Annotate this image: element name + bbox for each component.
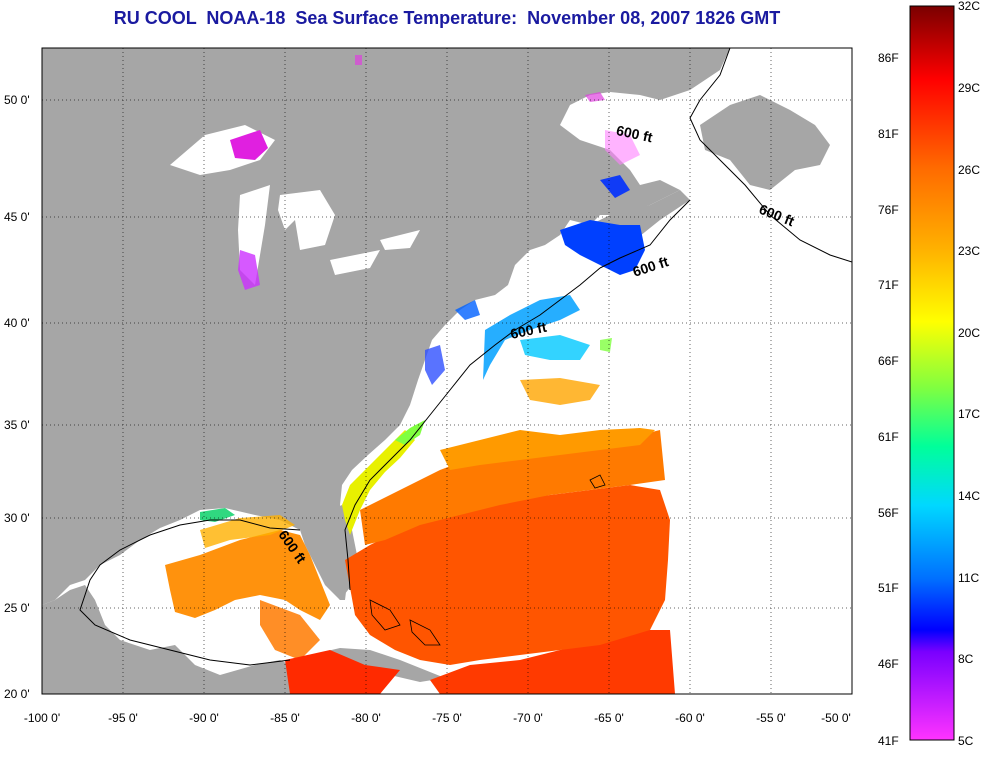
lat-tick-label: 40 0' bbox=[4, 316, 30, 330]
grid-lines bbox=[42, 48, 852, 694]
lat-tick-label: 30 0' bbox=[4, 511, 30, 525]
contour-label-georges-bank: 600 ft bbox=[509, 319, 548, 342]
lon-tick-label: -60 0' bbox=[675, 711, 705, 725]
colorbar-f-label: 61F bbox=[878, 430, 899, 444]
lon-tick-label: -70 0' bbox=[513, 711, 543, 725]
land-newfoundland bbox=[700, 95, 830, 190]
land-florida bbox=[300, 505, 358, 600]
lon-axis: -100 0' -95 0' -90 0' -85 0' -80 0' -75 … bbox=[24, 711, 851, 725]
lat-tick-label: 45 0' bbox=[4, 210, 30, 224]
colorbar-c-label: 8C bbox=[958, 652, 974, 666]
colorbar-c-label: 20C bbox=[958, 326, 980, 340]
colorbar-f-label: 46F bbox=[878, 657, 899, 671]
lon-tick-label: -100 0' bbox=[24, 711, 60, 725]
map-title: RU COOL NOAA-18 Sea Surface Temperature:… bbox=[113, 8, 781, 28]
sst-data-layer bbox=[165, 55, 675, 694]
lat-tick-label: 25 0' bbox=[4, 601, 30, 615]
lon-tick-label: -90 0' bbox=[189, 711, 219, 725]
bathymetry-contours bbox=[79, 48, 852, 666]
colorbar-f-label: 81F bbox=[878, 127, 899, 141]
colorbar-f-label: 71F bbox=[878, 278, 899, 292]
colorbar-f-label: 51F bbox=[878, 581, 899, 595]
lon-tick-label: -65 0' bbox=[594, 711, 624, 725]
lon-tick-label: -80 0' bbox=[351, 711, 381, 725]
lat-axis: 50 0' 45 0' 40 0' 35 0' 30 0' 25 0' 20 0… bbox=[4, 93, 30, 701]
lat-tick-label: 50 0' bbox=[4, 93, 30, 107]
lon-tick-label: -55 0' bbox=[756, 711, 786, 725]
colorbar-c-label: 17C bbox=[958, 407, 980, 421]
colorbar-f-label: 56F bbox=[878, 506, 899, 520]
lon-tick-label: -85 0' bbox=[270, 711, 300, 725]
lon-tick-label: -75 0' bbox=[432, 711, 462, 725]
plot-frame bbox=[41, 47, 853, 695]
colorbar bbox=[909, 5, 955, 741]
colorbar-f-label: 76F bbox=[878, 203, 899, 217]
land-mexico bbox=[42, 585, 305, 694]
colorbar-celsius-labels: 32C 29C 26C 23C 20C 17C 14C 11C 8C 5C bbox=[958, 0, 980, 748]
land-north-america bbox=[42, 48, 730, 605]
colorbar-fahrenheit-labels: 86F 81F 76F 71F 66F 61F 56F 51F 46F 41F bbox=[878, 51, 899, 748]
colorbar-c-label: 11C bbox=[958, 571, 979, 585]
colorbar-c-label: 5C bbox=[958, 734, 974, 748]
colorbar-c-label: 14C bbox=[958, 489, 980, 503]
lat-tick-label: 20 0' bbox=[4, 687, 30, 701]
colorbar-f-label: 66F bbox=[878, 354, 899, 368]
colorbar-c-label: 29C bbox=[958, 81, 980, 95]
great-lakes bbox=[170, 125, 420, 285]
lat-tick-label: 35 0' bbox=[4, 418, 30, 432]
colorbar-c-label: 26C bbox=[958, 163, 980, 177]
colorbar-c-label: 23C bbox=[958, 244, 980, 258]
colorbar-c-label: 32C bbox=[958, 0, 980, 13]
lon-tick-label: -50 0' bbox=[821, 711, 851, 725]
lon-tick-label: -95 0' bbox=[108, 711, 138, 725]
colorbar-f-label: 41F bbox=[878, 734, 899, 748]
contour-label-gulf-stlawrence: 600 ft bbox=[615, 122, 654, 145]
colorbar-f-label: 86F bbox=[878, 51, 899, 65]
